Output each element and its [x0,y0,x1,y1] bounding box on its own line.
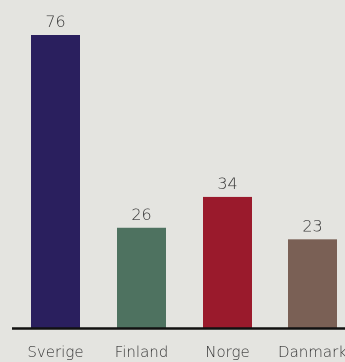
bar-danmark [288,239,337,328]
value-label-norge: 34 [217,174,237,193]
bar-norge [203,196,252,328]
value-label-finland: 26 [131,205,151,224]
value-label-danmark: 23 [302,216,322,235]
category-label-finland: Finland [115,343,169,361]
category-label-sverige: Sverige [27,343,83,361]
category-label-norge: Norge [205,343,250,361]
bar-sverige [31,35,80,328]
category-label-danmark: Danmark [278,343,345,361]
value-label-sverige: 76 [45,12,65,31]
bar-finland [117,227,166,328]
